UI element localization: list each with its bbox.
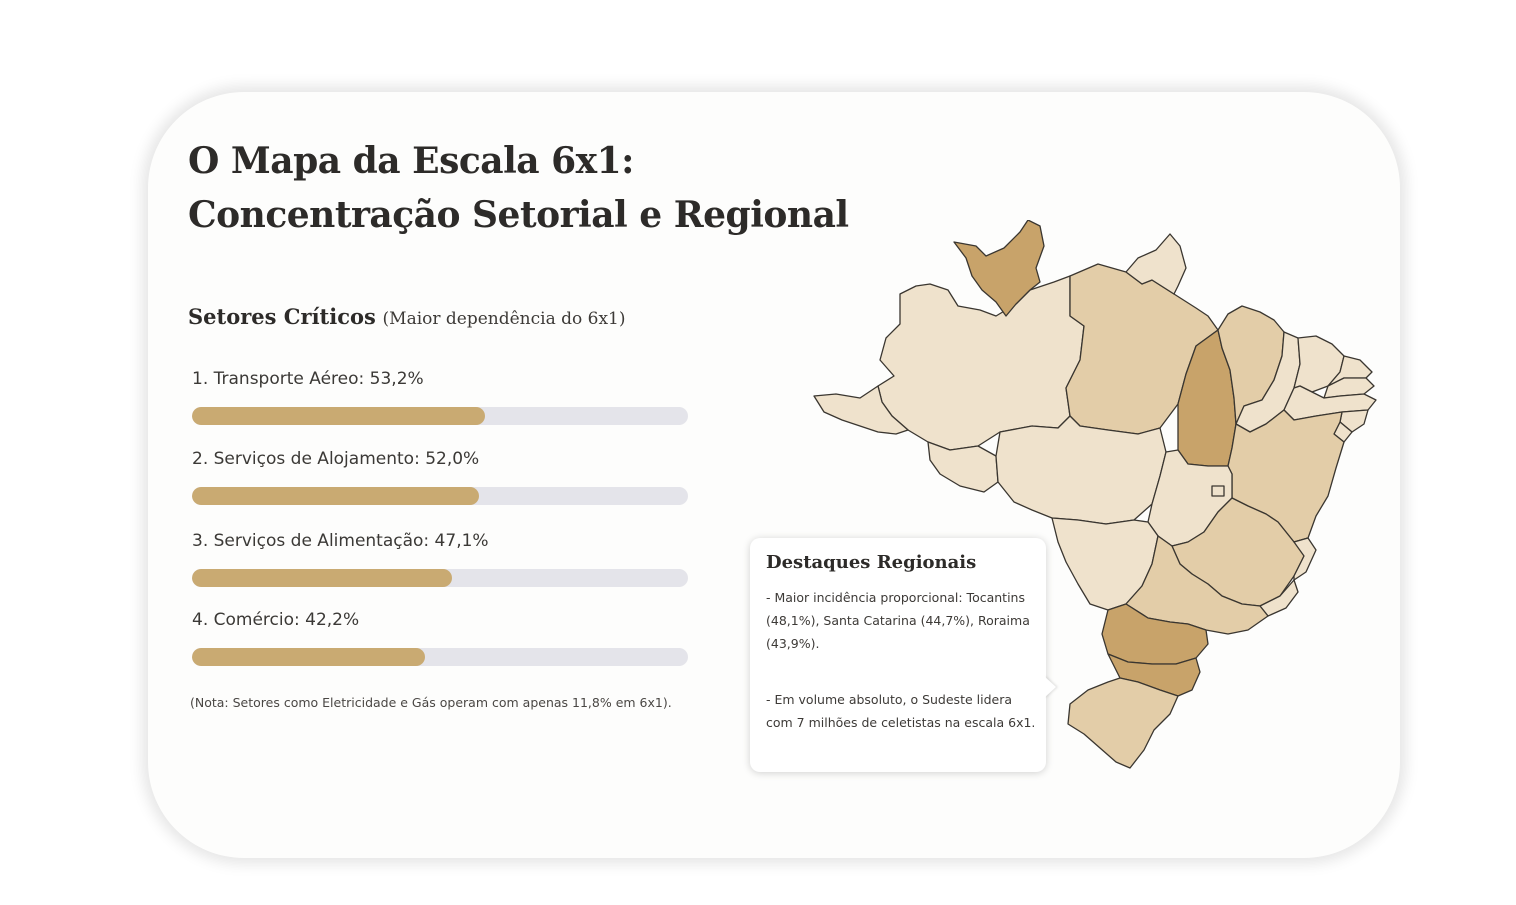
bar-fill-4 [192, 648, 425, 666]
state-amazonas [877, 275, 1085, 451]
callout-paragraph-1: - Maior incidência proporcional: Tocanti… [766, 590, 1030, 651]
bar-label-2: 2. Serviços de Alojamento: 52,0% [192, 449, 480, 469]
bar-track-1 [192, 407, 688, 425]
state-roraima [953, 220, 1045, 317]
bar-track-2 [192, 487, 688, 505]
sector-row-3: 3. Serviços de Alimentação: 47,1% [192, 531, 692, 587]
state-rondonia [927, 441, 999, 493]
title-line-2: Concentração Setorial e Regional [188, 194, 849, 236]
bar-label-3: 3. Serviços de Alimentação: 47,1% [192, 531, 489, 551]
state-rio-grande-do-sul [1067, 677, 1179, 769]
bar-track-3 [192, 569, 688, 587]
bar-fill-3 [192, 569, 452, 587]
callout-pointer [1044, 676, 1056, 698]
sectors-heading-label: Setores Críticos [188, 304, 376, 329]
callout-title: Destaques Regionais [766, 552, 977, 573]
state-espirito-santo [1293, 537, 1317, 581]
sector-row-2: 2. Serviços de Alojamento: 52,0% [192, 449, 692, 505]
sector-row-1: 1. Transporte Aéreo: 53,2% [192, 369, 692, 425]
state-distrito-federal [1211, 485, 1225, 497]
page-title: O Mapa da Escala 6x1: Concentração Setor… [188, 134, 849, 242]
bar-track-4 [192, 648, 688, 666]
bar-fill-1 [192, 407, 486, 425]
callout-paragraph-2: - Em volume absoluto, o Sudeste lidera c… [766, 692, 1036, 730]
sector-row-4: 4. Comércio: 42,2% [192, 610, 692, 666]
bar-label-1: 1. Transporte Aéreo: 53,2% [192, 369, 424, 389]
infographic-card: O Mapa da Escala 6x1: Concentração Setor… [148, 92, 1400, 858]
state-amapa [1125, 233, 1187, 295]
title-line-1: O Mapa da Escala 6x1: [188, 140, 634, 182]
bar-label-4: 4. Comércio: 42,2% [192, 610, 360, 630]
sectors-note: (Nota: Setores como Eletricidade e Gás o… [190, 695, 672, 710]
state-acre [813, 385, 909, 435]
bar-fill-2 [192, 487, 479, 505]
sectors-heading-note: (Maior dependência do 6x1) [382, 309, 626, 329]
sectors-heading: Setores Críticos (Maior dependência do 6… [188, 304, 626, 329]
brazil-map [813, 220, 1377, 769]
regional-highlights-callout: Destaques Regionais - Maior incidência p… [750, 538, 1046, 772]
